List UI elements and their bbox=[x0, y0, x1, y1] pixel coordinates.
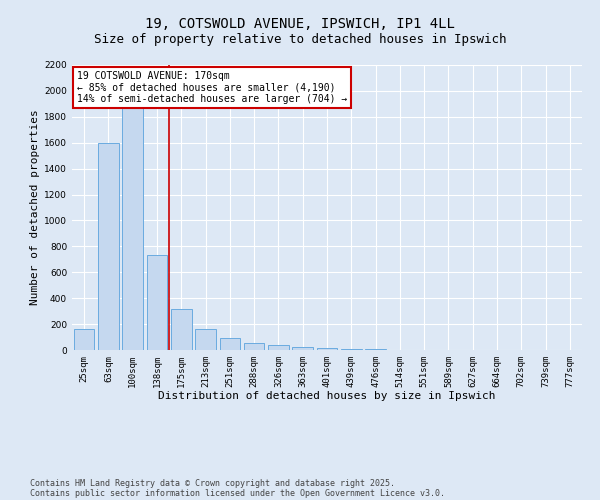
Text: 19, COTSWOLD AVENUE, IPSWICH, IP1 4LL: 19, COTSWOLD AVENUE, IPSWICH, IP1 4LL bbox=[145, 18, 455, 32]
Bar bbox=[146, 256, 167, 350]
Text: Contains HM Land Registry data © Crown copyright and database right 2025.: Contains HM Land Registry data © Crown c… bbox=[30, 478, 395, 488]
Text: 19 COTSWOLD AVENUE: 170sqm
← 85% of detached houses are smaller (4,190)
14% of s: 19 COTSWOLD AVENUE: 170sqm ← 85% of deta… bbox=[77, 70, 347, 104]
Bar bbox=[244, 343, 265, 350]
Text: Contains public sector information licensed under the Open Government Licence v3: Contains public sector information licen… bbox=[30, 488, 445, 498]
Bar bbox=[74, 330, 94, 350]
Bar bbox=[122, 91, 143, 350]
X-axis label: Distribution of detached houses by size in Ipswich: Distribution of detached houses by size … bbox=[158, 392, 496, 402]
Bar bbox=[171, 308, 191, 350]
Bar bbox=[220, 338, 240, 350]
Bar bbox=[195, 330, 216, 350]
Bar bbox=[292, 347, 313, 350]
Y-axis label: Number of detached properties: Number of detached properties bbox=[30, 110, 40, 306]
Bar bbox=[341, 349, 362, 350]
Bar bbox=[98, 142, 119, 350]
Bar bbox=[317, 348, 337, 350]
Bar bbox=[268, 345, 289, 350]
Text: Size of property relative to detached houses in Ipswich: Size of property relative to detached ho… bbox=[94, 32, 506, 46]
